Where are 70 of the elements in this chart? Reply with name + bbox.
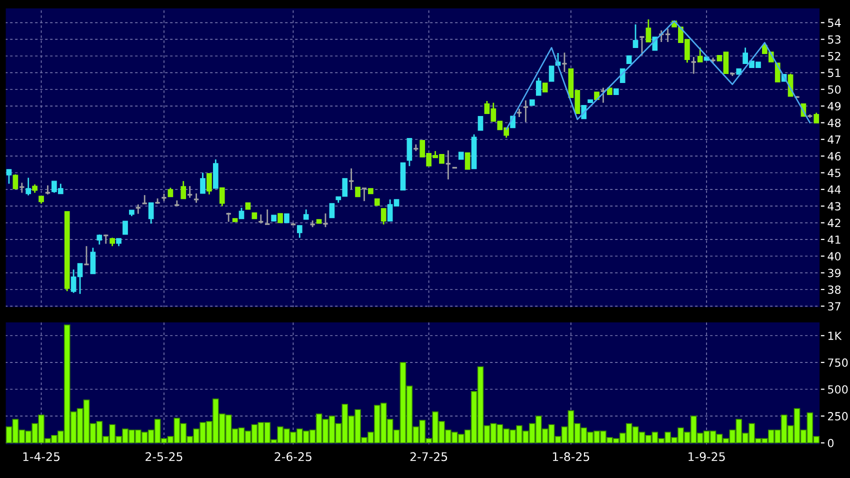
y-tick-label: 44: [828, 186, 841, 194]
x-tick-label: 1-9-25: [688, 452, 725, 462]
x-tick-label: 1-4-25: [23, 452, 60, 462]
candlestick: [361, 188, 368, 202]
candlestick: [522, 100, 529, 123]
x-tick-label: 1-8-25: [552, 452, 590, 462]
candlestick: [380, 208, 386, 226]
candlestick: [12, 174, 18, 190]
candlestick: [200, 172, 206, 194]
candlestick: [96, 234, 102, 246]
y-tick-label: 52: [828, 52, 840, 60]
y-tick-label: 51: [828, 68, 840, 78]
candlestick: [406, 138, 412, 167]
y-tick-label: 41: [828, 236, 840, 244]
candlestick: [697, 46, 703, 63]
candlestick: [102, 234, 110, 244]
candlestick: [646, 18, 652, 43]
candlestick: [303, 208, 309, 220]
candlestick: [168, 187, 174, 198]
candlestick: [141, 194, 148, 204]
candlestick: [122, 220, 128, 235]
candlestick: [296, 224, 302, 238]
candlestick: [90, 247, 96, 275]
y-tick-label: 250: [828, 412, 848, 420]
candlestick: [83, 245, 90, 266]
candlestick: [561, 52, 568, 73]
y-tick-label: 1K: [828, 332, 842, 340]
candlestick: [6, 168, 12, 184]
x-tick-label: 2-5-25: [146, 452, 182, 462]
candlestick: [26, 177, 32, 196]
x-tick-label: 2-6-25: [274, 452, 312, 462]
candlestick: [478, 116, 484, 131]
y-tick-label: 47: [828, 136, 840, 144]
candlestick: [536, 76, 542, 96]
y-tick-label: 53: [828, 35, 840, 44]
y-tick-label: 46: [828, 152, 841, 160]
y-tick-label: 37: [828, 302, 840, 311]
y-tick-label: 50: [828, 85, 841, 94]
y-tick-label: 39: [828, 268, 841, 278]
candlestick: [238, 207, 244, 220]
candlestick: [632, 24, 638, 48]
candlestick: [206, 172, 212, 196]
candlestick: [355, 186, 360, 198]
candlestick: [322, 212, 329, 228]
candlestick: [180, 180, 186, 200]
y-tick-label: 750: [828, 358, 848, 367]
y-tick-label: 43: [828, 202, 840, 210]
x-tick-label: 2-7-25: [410, 452, 448, 462]
candlestick: [638, 36, 646, 56]
candlestick: [542, 82, 548, 92]
candlestick: [464, 152, 470, 170]
y-tick-label: 38: [828, 285, 841, 294]
candlestick: [774, 62, 780, 82]
y-tick-label: 49: [828, 102, 841, 110]
y-tick-label: 45: [828, 168, 840, 178]
candlestick: [148, 202, 154, 224]
y-tick-label: 48: [828, 118, 841, 128]
y-tick-label: 42: [828, 218, 840, 227]
y-tick-label: 0: [828, 438, 834, 448]
candlestick: [690, 56, 697, 74]
y-tick-label: 40: [828, 252, 841, 261]
candlestick: [329, 202, 335, 218]
y-tick-label: 54: [828, 18, 841, 28]
candlestick: [548, 66, 554, 82]
candlestick: [284, 213, 290, 224]
candlestick: [278, 212, 283, 224]
candlestick: [219, 187, 225, 207]
y-tick-label: 500: [828, 385, 848, 394]
candlestick: [193, 192, 200, 204]
candlestick: [814, 112, 820, 124]
